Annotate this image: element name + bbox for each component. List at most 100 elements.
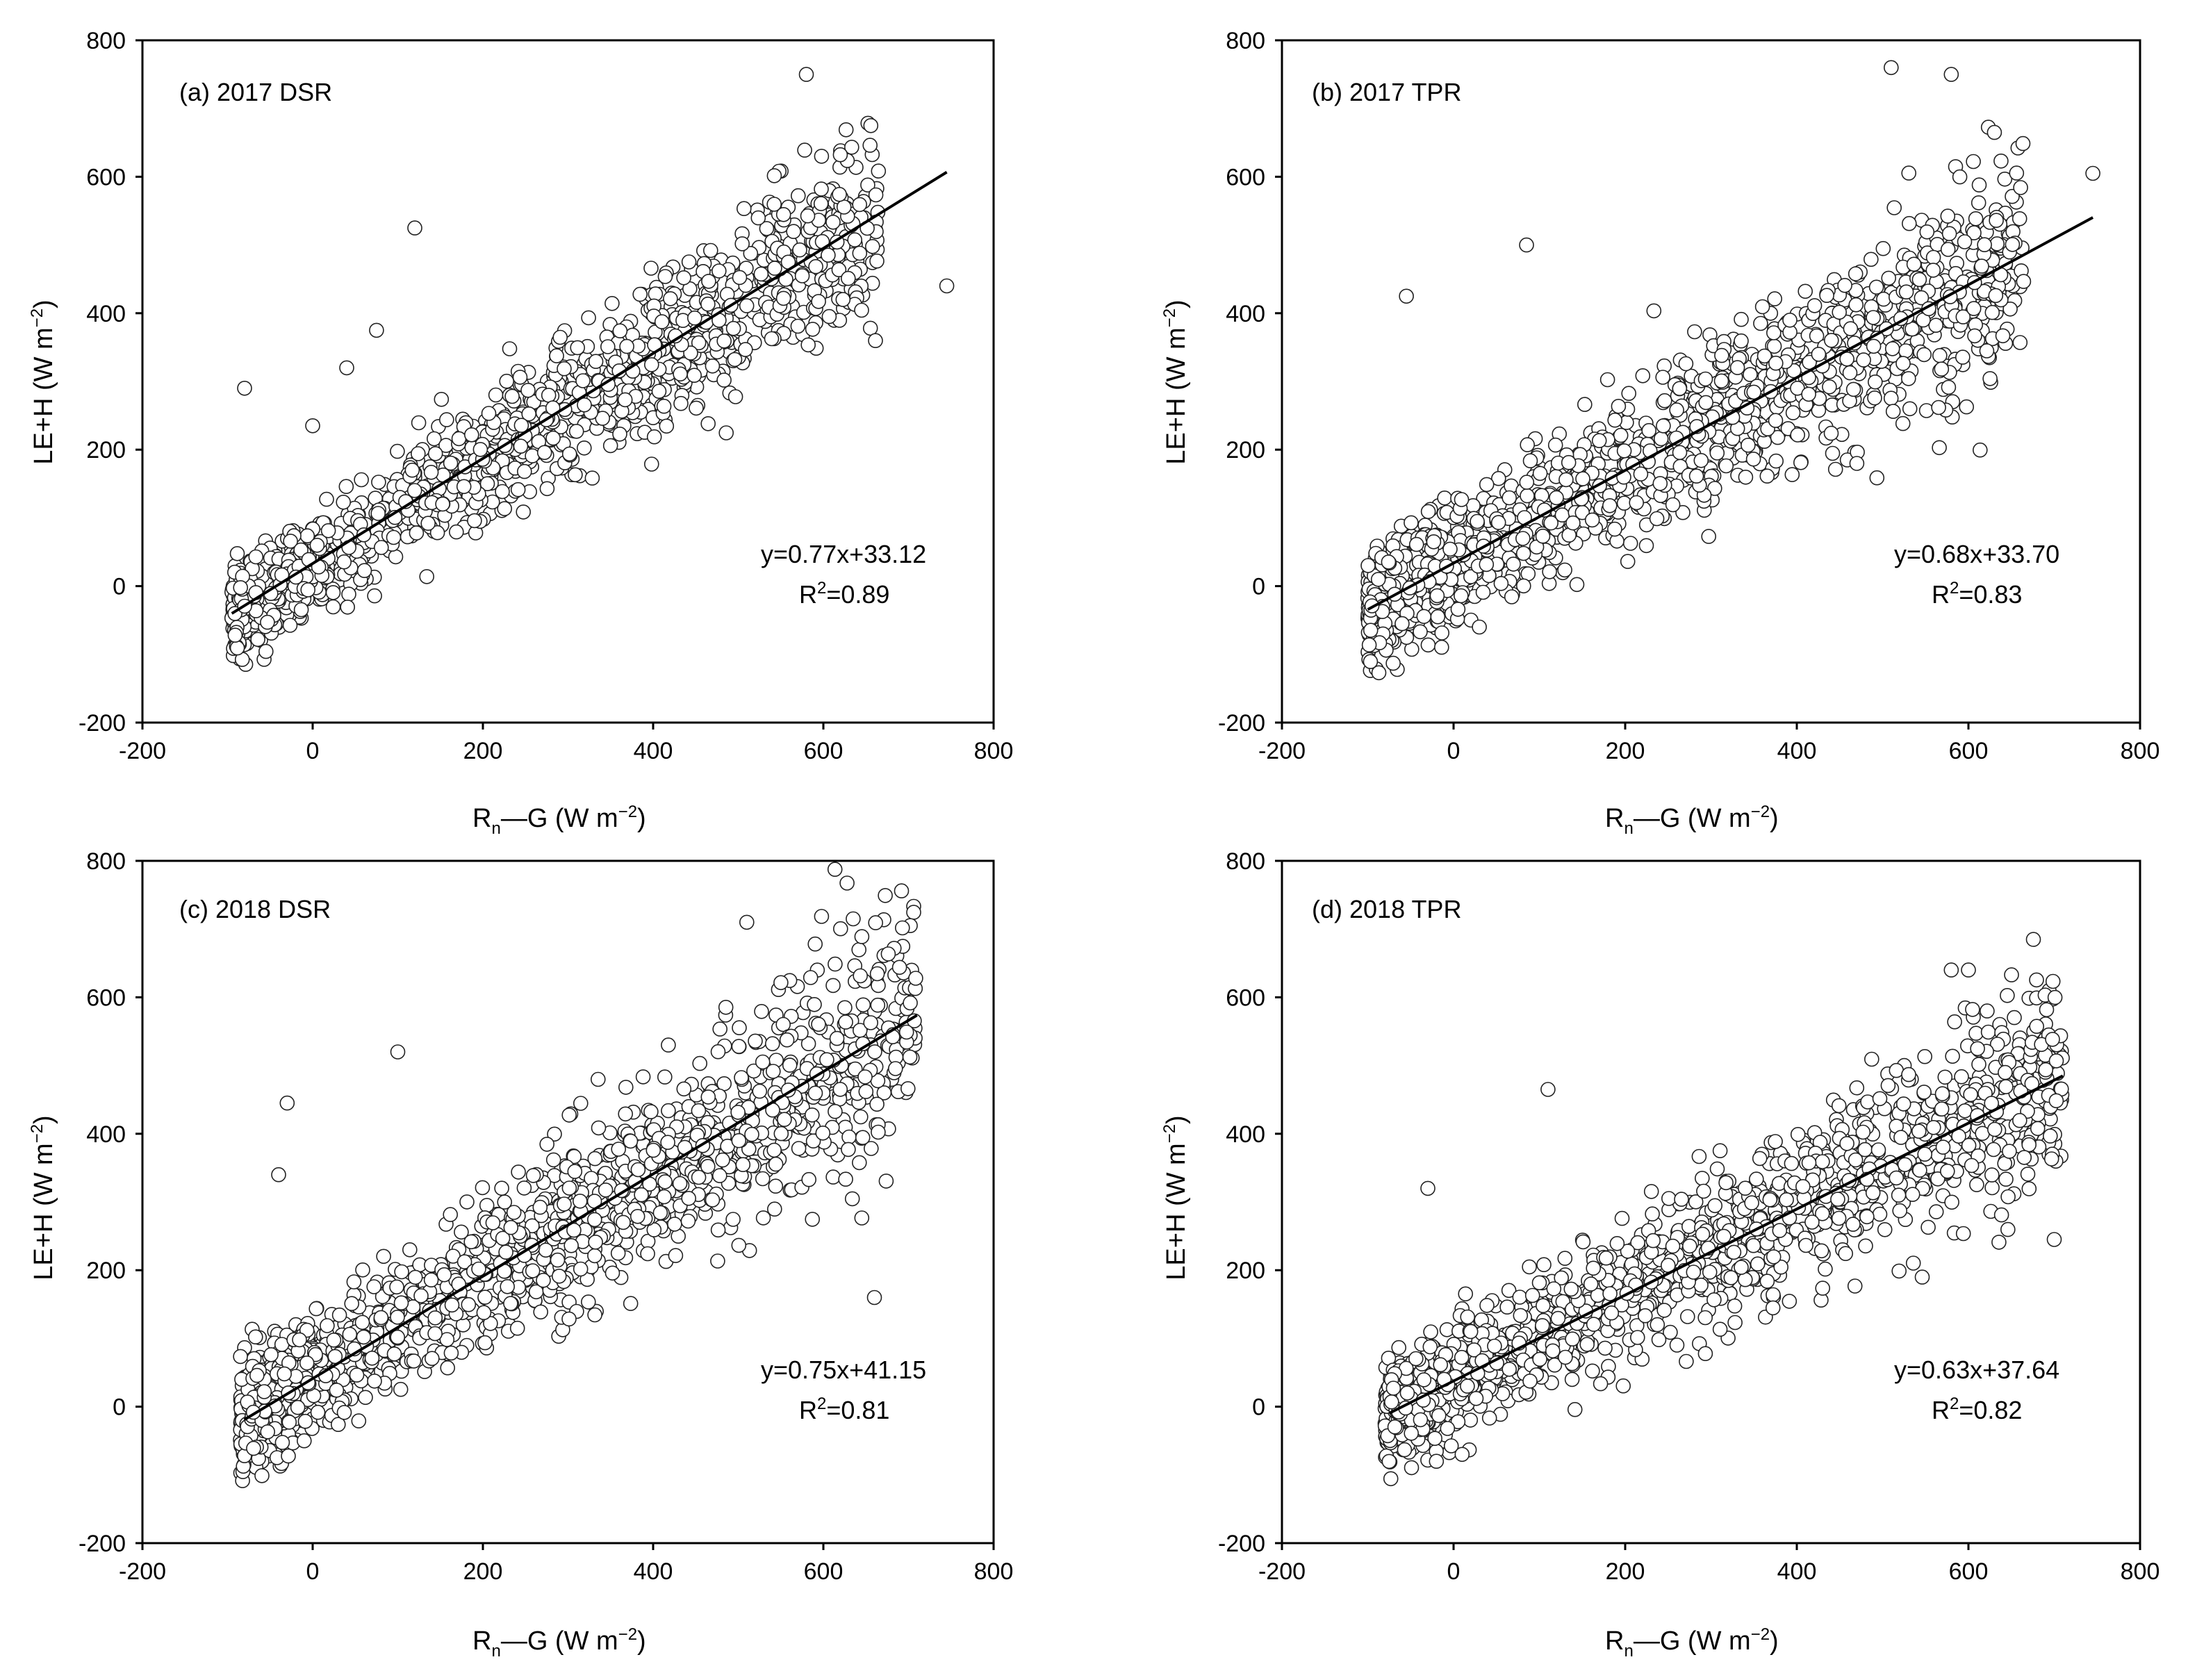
data-point bbox=[1997, 171, 2013, 187]
data-point bbox=[1430, 609, 1446, 625]
data-point bbox=[854, 302, 869, 318]
data-point bbox=[1746, 384, 1762, 400]
y-tick-label: 600 bbox=[86, 164, 126, 190]
data-point bbox=[293, 542, 309, 558]
data-point bbox=[612, 426, 627, 442]
data-point bbox=[354, 472, 369, 488]
data-point bbox=[1868, 279, 1884, 295]
data-point bbox=[1770, 429, 1786, 445]
data-point bbox=[1955, 309, 1971, 324]
data-point bbox=[894, 883, 910, 898]
data-point bbox=[1591, 433, 1607, 449]
data-point bbox=[1809, 328, 1825, 344]
data-point bbox=[356, 563, 372, 579]
data-point bbox=[1675, 504, 1691, 520]
data-point bbox=[731, 1133, 747, 1148]
data-point bbox=[1932, 440, 1947, 456]
data-point bbox=[454, 1224, 469, 1240]
data-point bbox=[1429, 588, 1445, 604]
data-point bbox=[1450, 602, 1466, 617]
data-point bbox=[568, 467, 583, 483]
data-point bbox=[744, 1126, 759, 1142]
data-point bbox=[801, 1171, 816, 1187]
data-point bbox=[711, 263, 727, 279]
data-point bbox=[1515, 531, 1531, 546]
r2-value: =0.83 bbox=[1959, 580, 2022, 609]
data-point bbox=[814, 181, 829, 197]
data-point bbox=[1979, 343, 1995, 359]
data-point bbox=[1490, 470, 1506, 486]
data-point bbox=[725, 1212, 741, 1227]
axes-frame bbox=[1281, 39, 2141, 724]
data-point bbox=[229, 545, 245, 561]
data-point bbox=[1973, 442, 1988, 458]
data-point bbox=[773, 1126, 789, 1142]
data-point bbox=[229, 640, 245, 656]
data-point bbox=[865, 238, 880, 254]
data-point bbox=[1868, 374, 1883, 390]
data-point bbox=[575, 373, 591, 388]
data-point bbox=[767, 261, 782, 276]
data-point bbox=[1982, 371, 1998, 386]
data-point bbox=[841, 1129, 857, 1145]
data-point bbox=[1993, 154, 2009, 169]
data-point bbox=[1901, 165, 1916, 181]
data-point bbox=[646, 429, 662, 445]
data-point bbox=[1638, 538, 1654, 554]
data-point bbox=[1977, 237, 1992, 253]
r2-symbol: R bbox=[1932, 580, 1950, 609]
data-point bbox=[1790, 427, 1806, 443]
data-point bbox=[1967, 328, 1982, 344]
data-point bbox=[1709, 445, 1725, 461]
data-point bbox=[654, 314, 670, 329]
data-point bbox=[250, 632, 265, 648]
data-point bbox=[2002, 301, 2018, 317]
data-point bbox=[657, 1174, 673, 1189]
data-point bbox=[319, 491, 334, 507]
data-point bbox=[320, 522, 336, 538]
data-point bbox=[1767, 291, 1783, 306]
data-point bbox=[643, 456, 659, 472]
data-point bbox=[1842, 365, 1858, 381]
data-point bbox=[1665, 497, 1681, 513]
data-point bbox=[440, 1360, 456, 1376]
data-point bbox=[790, 318, 806, 334]
data-point bbox=[1768, 355, 1784, 371]
data-point bbox=[1688, 468, 1704, 484]
data-point bbox=[672, 1176, 688, 1192]
x-axis-title: Rn—G (W m−2) bbox=[472, 802, 646, 838]
data-point bbox=[1504, 589, 1520, 604]
data-point bbox=[750, 210, 766, 226]
data-point bbox=[828, 1103, 843, 1119]
data-point bbox=[725, 320, 741, 336]
data-point bbox=[590, 1071, 606, 1087]
data-point bbox=[488, 387, 504, 403]
data-point bbox=[797, 142, 812, 158]
data-point bbox=[716, 333, 732, 349]
data-point bbox=[1416, 609, 1432, 625]
data-point bbox=[483, 1316, 498, 1331]
data-point bbox=[838, 1171, 853, 1187]
data-point bbox=[407, 1269, 423, 1285]
scatter-points bbox=[224, 67, 955, 673]
data-point bbox=[661, 1103, 676, 1119]
data-point bbox=[821, 247, 836, 263]
panel-title: (a) 2017 DSR bbox=[179, 78, 332, 106]
data-point bbox=[423, 464, 439, 480]
data-point bbox=[798, 67, 814, 82]
data-point bbox=[1825, 445, 1841, 461]
r2-superscript: 2 bbox=[817, 579, 826, 598]
y-tick-label: 800 bbox=[1226, 28, 1265, 54]
y-title-end: ) bbox=[29, 299, 58, 308]
data-point bbox=[485, 1215, 501, 1230]
data-point bbox=[1819, 288, 1834, 304]
data-point bbox=[710, 1044, 726, 1060]
data-point bbox=[1678, 356, 1694, 372]
data-point bbox=[880, 946, 896, 962]
data-point bbox=[1768, 453, 1784, 469]
y-title-main: LE+H (W m bbox=[1162, 327, 1191, 464]
data-point bbox=[467, 513, 482, 529]
